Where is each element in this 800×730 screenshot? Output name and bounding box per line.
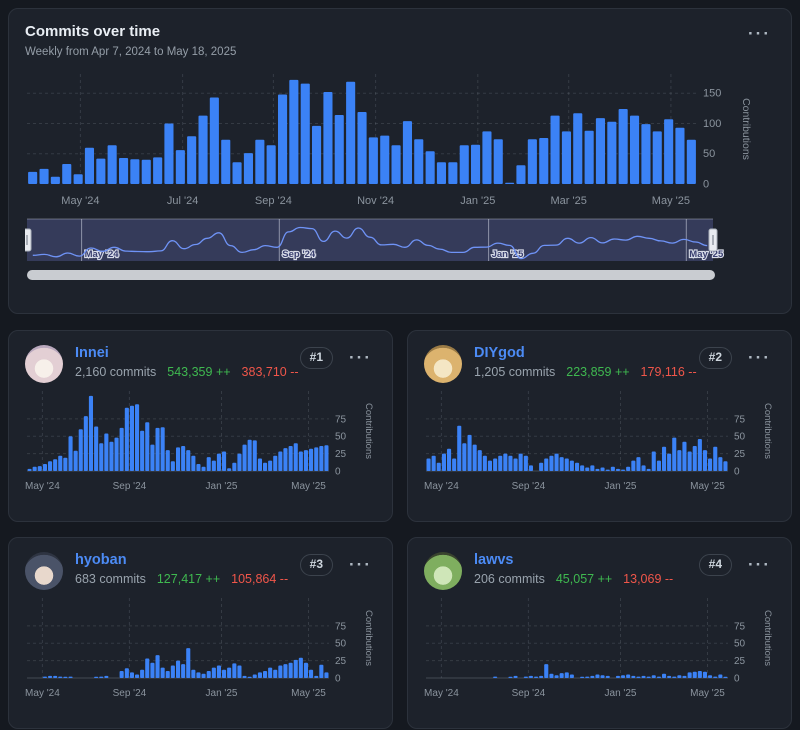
timeline-brush[interactable]: May '24 Sep '24 Jan '25 May '25	[25, 216, 775, 266]
svg-text:May '25: May '25	[689, 249, 724, 260]
contributor-card-lawvs: lawvs 206 commits 45,057 ++ 13,069 -- #4…	[407, 537, 792, 729]
svg-text:50: 50	[734, 639, 746, 650]
commit-count: 683 commits	[75, 572, 146, 586]
svg-text:Nov '24: Nov '24	[357, 195, 394, 207]
deletions-count: 179,116 --	[640, 365, 697, 379]
svg-text:0: 0	[734, 674, 740, 685]
svg-text:May '24: May '24	[424, 481, 459, 492]
svg-text:Sep '24: Sep '24	[282, 249, 316, 260]
contributor-name-link[interactable]: hyoban	[75, 552, 127, 568]
svg-text:100: 100	[703, 118, 721, 130]
date-range-subtitle: Weekly from Apr 7, 2024 to May 18, 2025	[25, 46, 237, 58]
svg-text:May '24: May '24	[85, 249, 120, 260]
deletions-count: 13,069 --	[623, 572, 674, 586]
rank-badge: #2	[698, 347, 733, 369]
svg-text:25: 25	[734, 449, 746, 460]
svg-text:75: 75	[734, 621, 746, 632]
additions-count: 223,859 ++	[566, 365, 630, 379]
svg-text:Jan '25: Jan '25	[460, 195, 495, 207]
svg-text:25: 25	[335, 656, 347, 667]
svg-text:0: 0	[734, 467, 740, 478]
svg-text:May '24: May '24	[25, 688, 60, 699]
contributor-card-innei: Innei 2,160 commits 543,359 ++ 383,710 -…	[8, 330, 393, 522]
rank-badge: #3	[299, 554, 334, 576]
contributor-name-link[interactable]: Innei	[75, 345, 109, 361]
svg-text:May '25: May '25	[690, 688, 725, 699]
contributor-bar-chart[interactable]: May '24 Sep '24 Jan '25 May '25 0 25 50 75 Contr…	[25, 594, 376, 706]
svg-text:50: 50	[335, 639, 347, 650]
avatar[interactable]	[25, 552, 63, 590]
contributor-bar-chart[interactable]: May '24 Sep '24 Jan '25 May '25 0 25 50 75 Contr…	[424, 594, 775, 706]
svg-text:Jul '24: Jul '24	[167, 195, 198, 207]
contributor-name-link[interactable]: DIYgod	[474, 345, 525, 361]
svg-text:May '25: May '25	[291, 688, 326, 699]
additions-count: 45,057 ++	[555, 572, 613, 586]
svg-text:May '24: May '24	[424, 688, 459, 699]
rank-badge: #4	[698, 554, 733, 576]
svg-text:Mar '25: Mar '25	[551, 195, 587, 207]
svg-text:May '25: May '25	[291, 481, 326, 492]
more-menu-button[interactable]: ···	[744, 554, 775, 575]
svg-text:Contributions: Contributions	[363, 403, 374, 459]
svg-text:Sep '24: Sep '24	[512, 688, 546, 699]
svg-text:75: 75	[335, 621, 347, 632]
svg-text:Contributions: Contributions	[762, 403, 773, 459]
svg-text:75: 75	[335, 414, 347, 425]
svg-text:May '24: May '24	[61, 195, 99, 207]
svg-text:Contributions: Contributions	[762, 610, 773, 666]
svg-text:0: 0	[335, 674, 341, 685]
commit-count: 2,160 commits	[75, 365, 157, 379]
more-menu-button[interactable]: ···	[744, 23, 775, 44]
page-title: Commits over time	[25, 23, 161, 40]
more-menu-button[interactable]: ···	[345, 347, 376, 368]
horizontal-scrollbar-track	[27, 270, 715, 280]
svg-text:25: 25	[734, 656, 746, 667]
svg-text:Contributions: Contributions	[740, 98, 752, 160]
svg-text:50: 50	[734, 432, 746, 443]
svg-text:May '24: May '24	[25, 481, 60, 492]
avatar[interactable]	[25, 345, 63, 383]
contributor-bar-chart[interactable]: May '24 Sep '24 Jan '25 May '25 0 25 50 75 Contr…	[424, 387, 775, 499]
svg-text:50: 50	[335, 432, 347, 443]
svg-text:Jan '25: Jan '25	[206, 688, 238, 699]
svg-text:Sep '24: Sep '24	[512, 481, 546, 492]
rank-badge: #1	[299, 347, 334, 369]
more-menu-button[interactable]: ···	[744, 347, 775, 368]
horizontal-scrollbar-thumb[interactable]	[27, 270, 715, 280]
deletions-count: 383,710 --	[241, 365, 299, 379]
svg-text:Contributions: Contributions	[363, 610, 374, 666]
contributor-name-link[interactable]: lawvs	[474, 552, 514, 568]
svg-text:May '25: May '25	[652, 195, 690, 207]
avatar[interactable]	[424, 552, 462, 590]
svg-text:0: 0	[335, 467, 341, 478]
svg-text:Jan '25: Jan '25	[206, 481, 238, 492]
svg-text:50: 50	[703, 148, 715, 160]
svg-text:Jan '25: Jan '25	[605, 481, 637, 492]
commit-count: 1,205 commits	[474, 365, 556, 379]
svg-text:Sep '24: Sep '24	[113, 688, 147, 699]
additions-count: 127,417 ++	[156, 572, 221, 586]
svg-text:25: 25	[335, 449, 347, 460]
contributor-card-hyoban: hyoban 683 commits 127,417 ++ 105,864 --…	[8, 537, 393, 729]
svg-text:Jan '25: Jan '25	[605, 688, 637, 699]
svg-text:0: 0	[703, 179, 709, 191]
avatar[interactable]	[424, 345, 462, 383]
commits-bar-chart[interactable]: May '24 Jul '24 Sep '24 Nov '24 Jan '25 Mar '…	[25, 68, 775, 214]
contributor-cards-grid: Innei 2,160 commits 543,359 ++ 383,710 -…	[8, 330, 792, 729]
additions-count: 543,359 ++	[167, 365, 231, 379]
contributor-card-diygod: DIYgod 1,205 commits 223,859 ++ 179,116 …	[407, 330, 792, 522]
svg-text:Sep '24: Sep '24	[113, 481, 147, 492]
svg-text:May '25: May '25	[690, 481, 725, 492]
svg-text:150: 150	[703, 88, 721, 100]
commit-count: 206 commits	[474, 572, 545, 586]
svg-text:Jan '25: Jan '25	[492, 249, 525, 260]
svg-text:75: 75	[734, 414, 746, 425]
main-card-heading: Commits over time Weekly from Apr 7, 202…	[25, 23, 236, 58]
contributor-bar-chart[interactable]: May '24 Sep '24 Jan '25 May '25 0 25 50 75 Contr…	[25, 387, 376, 499]
more-menu-button[interactable]: ···	[345, 554, 376, 575]
commits-over-time-card: Commits over time Weekly from Apr 7, 202…	[8, 8, 792, 314]
svg-text:Sep '24: Sep '24	[255, 195, 292, 207]
deletions-count: 105,864 --	[231, 572, 289, 586]
